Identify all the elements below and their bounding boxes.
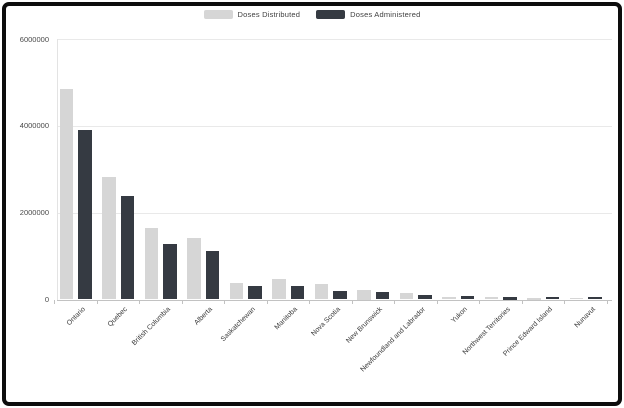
bar-doses-distributed-new-brunswick [357,289,371,300]
bar-doses-distributed-alberta [187,238,201,300]
x-axis-tick [521,299,523,304]
chart-legend: Doses Distributed Doses Administered [0,10,624,19]
x-axis-label-newfoundland-and-labrador: Newfoundland and Labrador [359,305,427,373]
x-axis-line [57,299,612,301]
x-axis-tick [351,299,353,304]
x-axis-tick [224,299,226,304]
x-axis-tick [436,299,438,304]
y-axis-label: 6000000 [19,34,49,44]
x-axis-tick [606,299,608,304]
legend-item-doses-distributed[interactable]: Doses Distributed [203,10,301,19]
bar-doses-administered-alberta [205,250,219,300]
bar-doses-distributed-nova-scotia [314,284,328,300]
x-axis-label-yukon: Yukon [450,305,469,325]
bar-doses-distributed-northwest-territories [484,297,498,300]
bar-doses-distributed-newfoundland-and-labrador [399,293,413,300]
bar-doses-distributed-nunavut [569,298,583,300]
x-axis-tick [139,299,141,304]
legend-label: Doses Administered [350,10,421,19]
x-axis-tick [96,299,98,304]
bar-doses-distributed-prince-edward-island [527,298,541,300]
legend-swatch-icon [316,10,346,19]
bar-doses-administered-quebec [120,195,134,300]
bar-doses-administered-saskatchewan [248,285,262,300]
x-axis-tick [479,299,481,304]
x-axis-tick [309,299,311,304]
x-axis-tick [181,299,183,304]
bar-doses-distributed-saskatchewan [229,283,243,300]
bar-doses-distributed-manitoba [272,279,286,300]
x-axis-label-saskatchewan: Saskatchewan [219,305,257,343]
bar-doses-distributed-ontario [59,88,73,300]
x-axis-tick [394,299,396,304]
y-axis-label: 2000000 [19,208,49,218]
x-axis-label-nova-scotia: Nova Scotia [309,305,342,338]
bar-doses-administered-yukon [460,296,474,300]
bar-doses-distributed-quebec [102,176,116,300]
bar-doses-distributed-british-columbia [144,227,158,300]
x-axis-tick [54,299,56,304]
gridline [57,39,612,40]
bar-doses-distributed-yukon [442,296,456,300]
y-axis-line [57,39,58,300]
bar-doses-administered-nunavut [588,297,602,300]
bar-doses-administered-british-columbia [163,244,177,300]
legend-label: Doses Distributed [237,10,301,19]
x-axis-tick [266,299,268,304]
x-axis-label-quebec: Quebec [106,305,129,328]
x-axis-label-manitoba: Manitoba [273,305,299,331]
bar-doses-administered-ontario [78,130,92,300]
bar-doses-administered-northwest-territories [503,296,517,300]
x-axis-label-british-columbia: British Columbia [130,305,172,347]
legend-item-doses-administered[interactable]: Doses Administered [316,10,420,19]
bar-doses-administered-nova-scotia [333,290,347,300]
x-axis-label-alberta: Alberta [193,305,214,327]
bar-doses-administered-manitoba [290,285,304,300]
x-axis-label-new-brunswick: New Brunswick [345,305,384,345]
y-axis-label: 0 [44,295,49,304]
x-axis-label-northwest-territories: Northwest Territories [461,305,512,356]
bar-doses-administered-prince-edward-island [545,296,559,300]
x-axis-label-nunavut: Nunavut [573,305,597,329]
x-axis-label-prince-edward-island: Prince Edward Island [502,305,554,358]
gridline [57,212,612,214]
x-axis-tick [564,299,566,304]
bar-doses-administered-newfoundland-and-labrador [418,294,432,300]
gridline [57,125,612,127]
legend-swatch-icon [203,10,233,19]
bar-doses-administered-new-brunswick [375,291,389,300]
y-axis-label: 4000000 [19,121,49,131]
